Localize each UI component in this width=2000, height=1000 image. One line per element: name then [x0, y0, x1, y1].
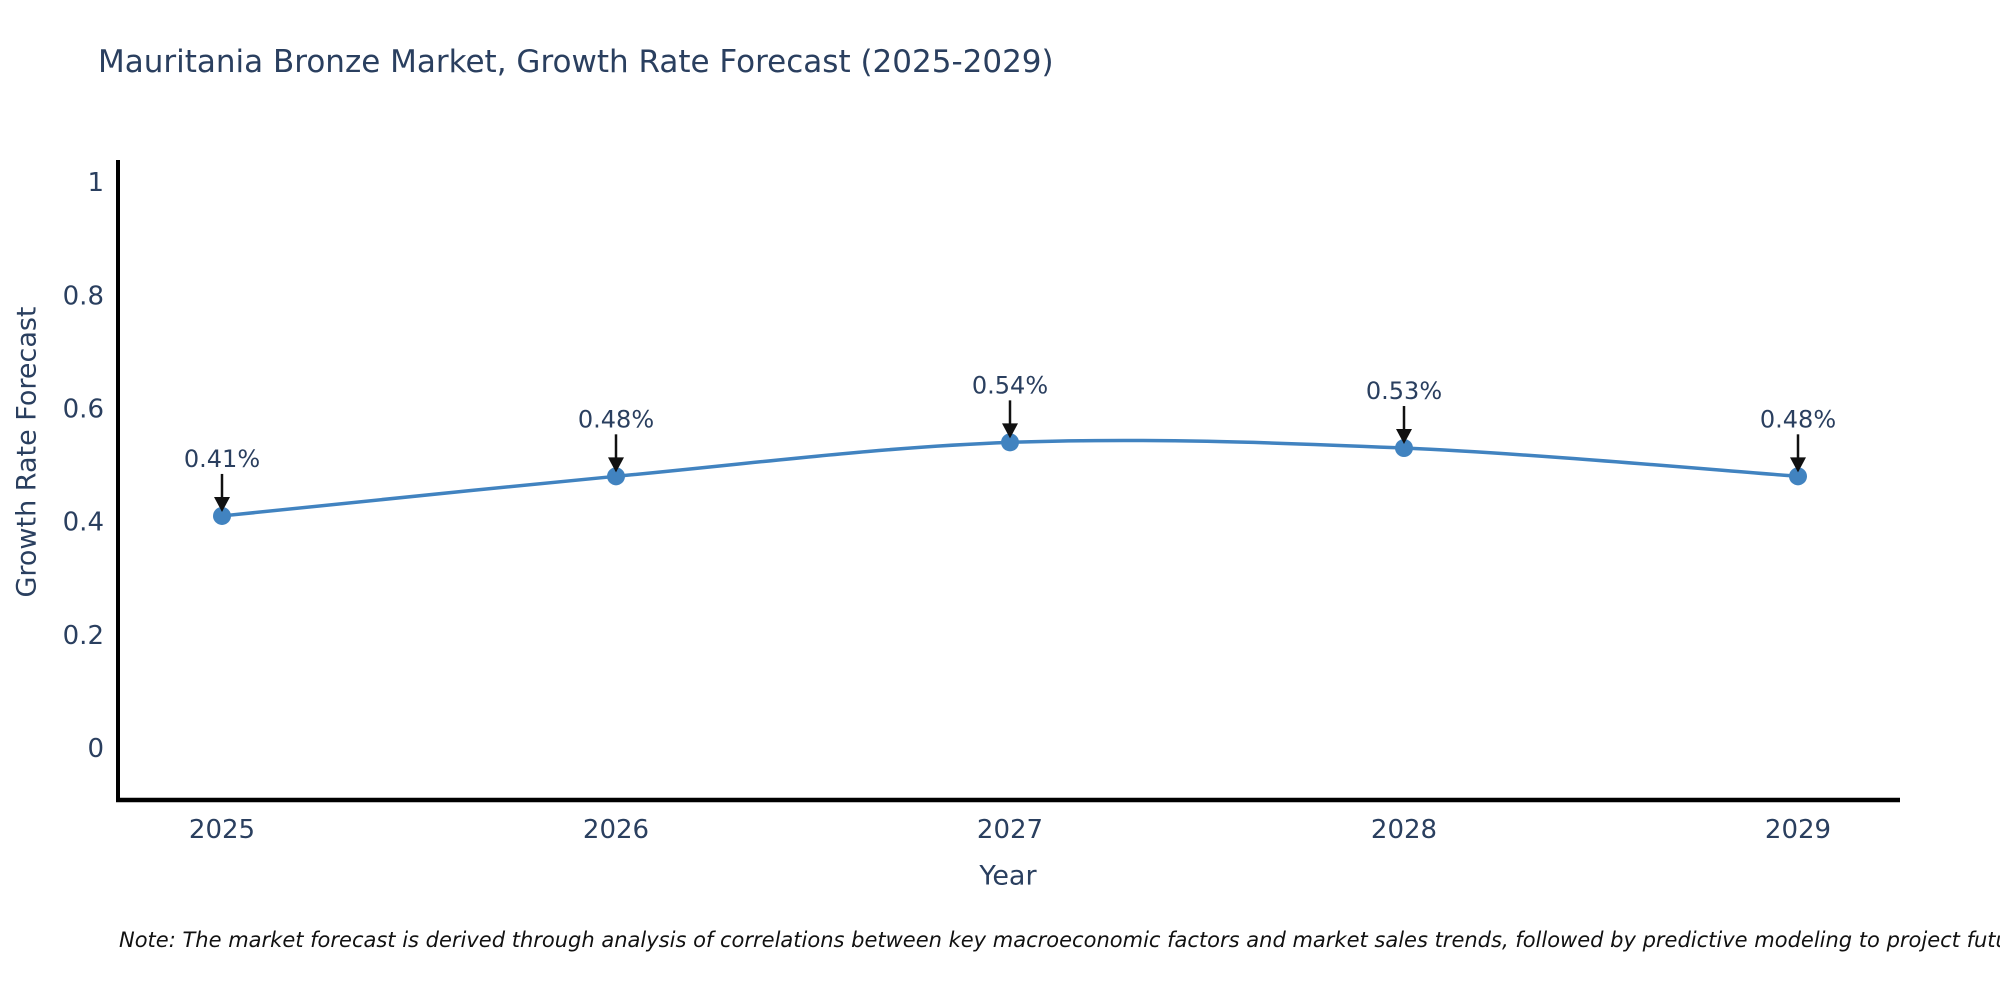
y-tick-label: 1 [87, 168, 104, 198]
x-axis-title: Year [979, 860, 1037, 892]
x-tick-label: 2027 [977, 815, 1043, 845]
data-point-marker [213, 506, 231, 525]
y-tick-label: 0.2 [63, 621, 104, 651]
point-value-label: 0.53% [1366, 377, 1442, 405]
data-point-marker [1395, 439, 1413, 458]
y-tick-label: 0 [87, 734, 104, 764]
point-annotations: 0.41% 0.48% 0.54% 0.53% 0.48% [184, 371, 1836, 512]
footnote: Note: The market forecast is derived thr… [119, 928, 2000, 952]
y-axis-tick-labels: 0 0.2 0.4 0.6 0.8 1 [63, 168, 104, 764]
annotation-arrowhead-icon [1790, 457, 1806, 473]
annotation-arrowhead-icon [608, 457, 624, 473]
axes [116, 160, 1900, 803]
point-value-label: 0.48% [578, 405, 654, 433]
chart-title: Mauritania Bronze Market, Growth Rate Fo… [98, 44, 1054, 80]
x-tick-label: 2026 [583, 815, 649, 845]
annotation-arrowhead-icon [1396, 429, 1412, 445]
x-tick-label: 2028 [1371, 815, 1437, 845]
x-tick-label: 2029 [1765, 815, 1831, 845]
point-value-label: 0.54% [972, 371, 1048, 399]
x-axis-tick-labels: 2025 2026 2027 2028 2029 [189, 815, 1831, 845]
data-point-marker [1001, 433, 1019, 452]
data-series [213, 433, 1807, 525]
point-value-label: 0.48% [1760, 405, 1836, 433]
data-point-marker [1789, 467, 1807, 486]
forecast-line [221, 438, 1799, 518]
x-tick-label: 2025 [189, 815, 255, 845]
annotation-arrowhead-icon [214, 496, 230, 512]
data-point-marker [607, 467, 625, 486]
annotation-arrowhead-icon [1002, 423, 1018, 439]
point-value-label: 0.41% [184, 445, 260, 473]
y-tick-label: 0.6 [63, 395, 104, 425]
y-tick-label: 0.8 [63, 281, 104, 311]
y-tick-label: 0.4 [63, 508, 104, 538]
